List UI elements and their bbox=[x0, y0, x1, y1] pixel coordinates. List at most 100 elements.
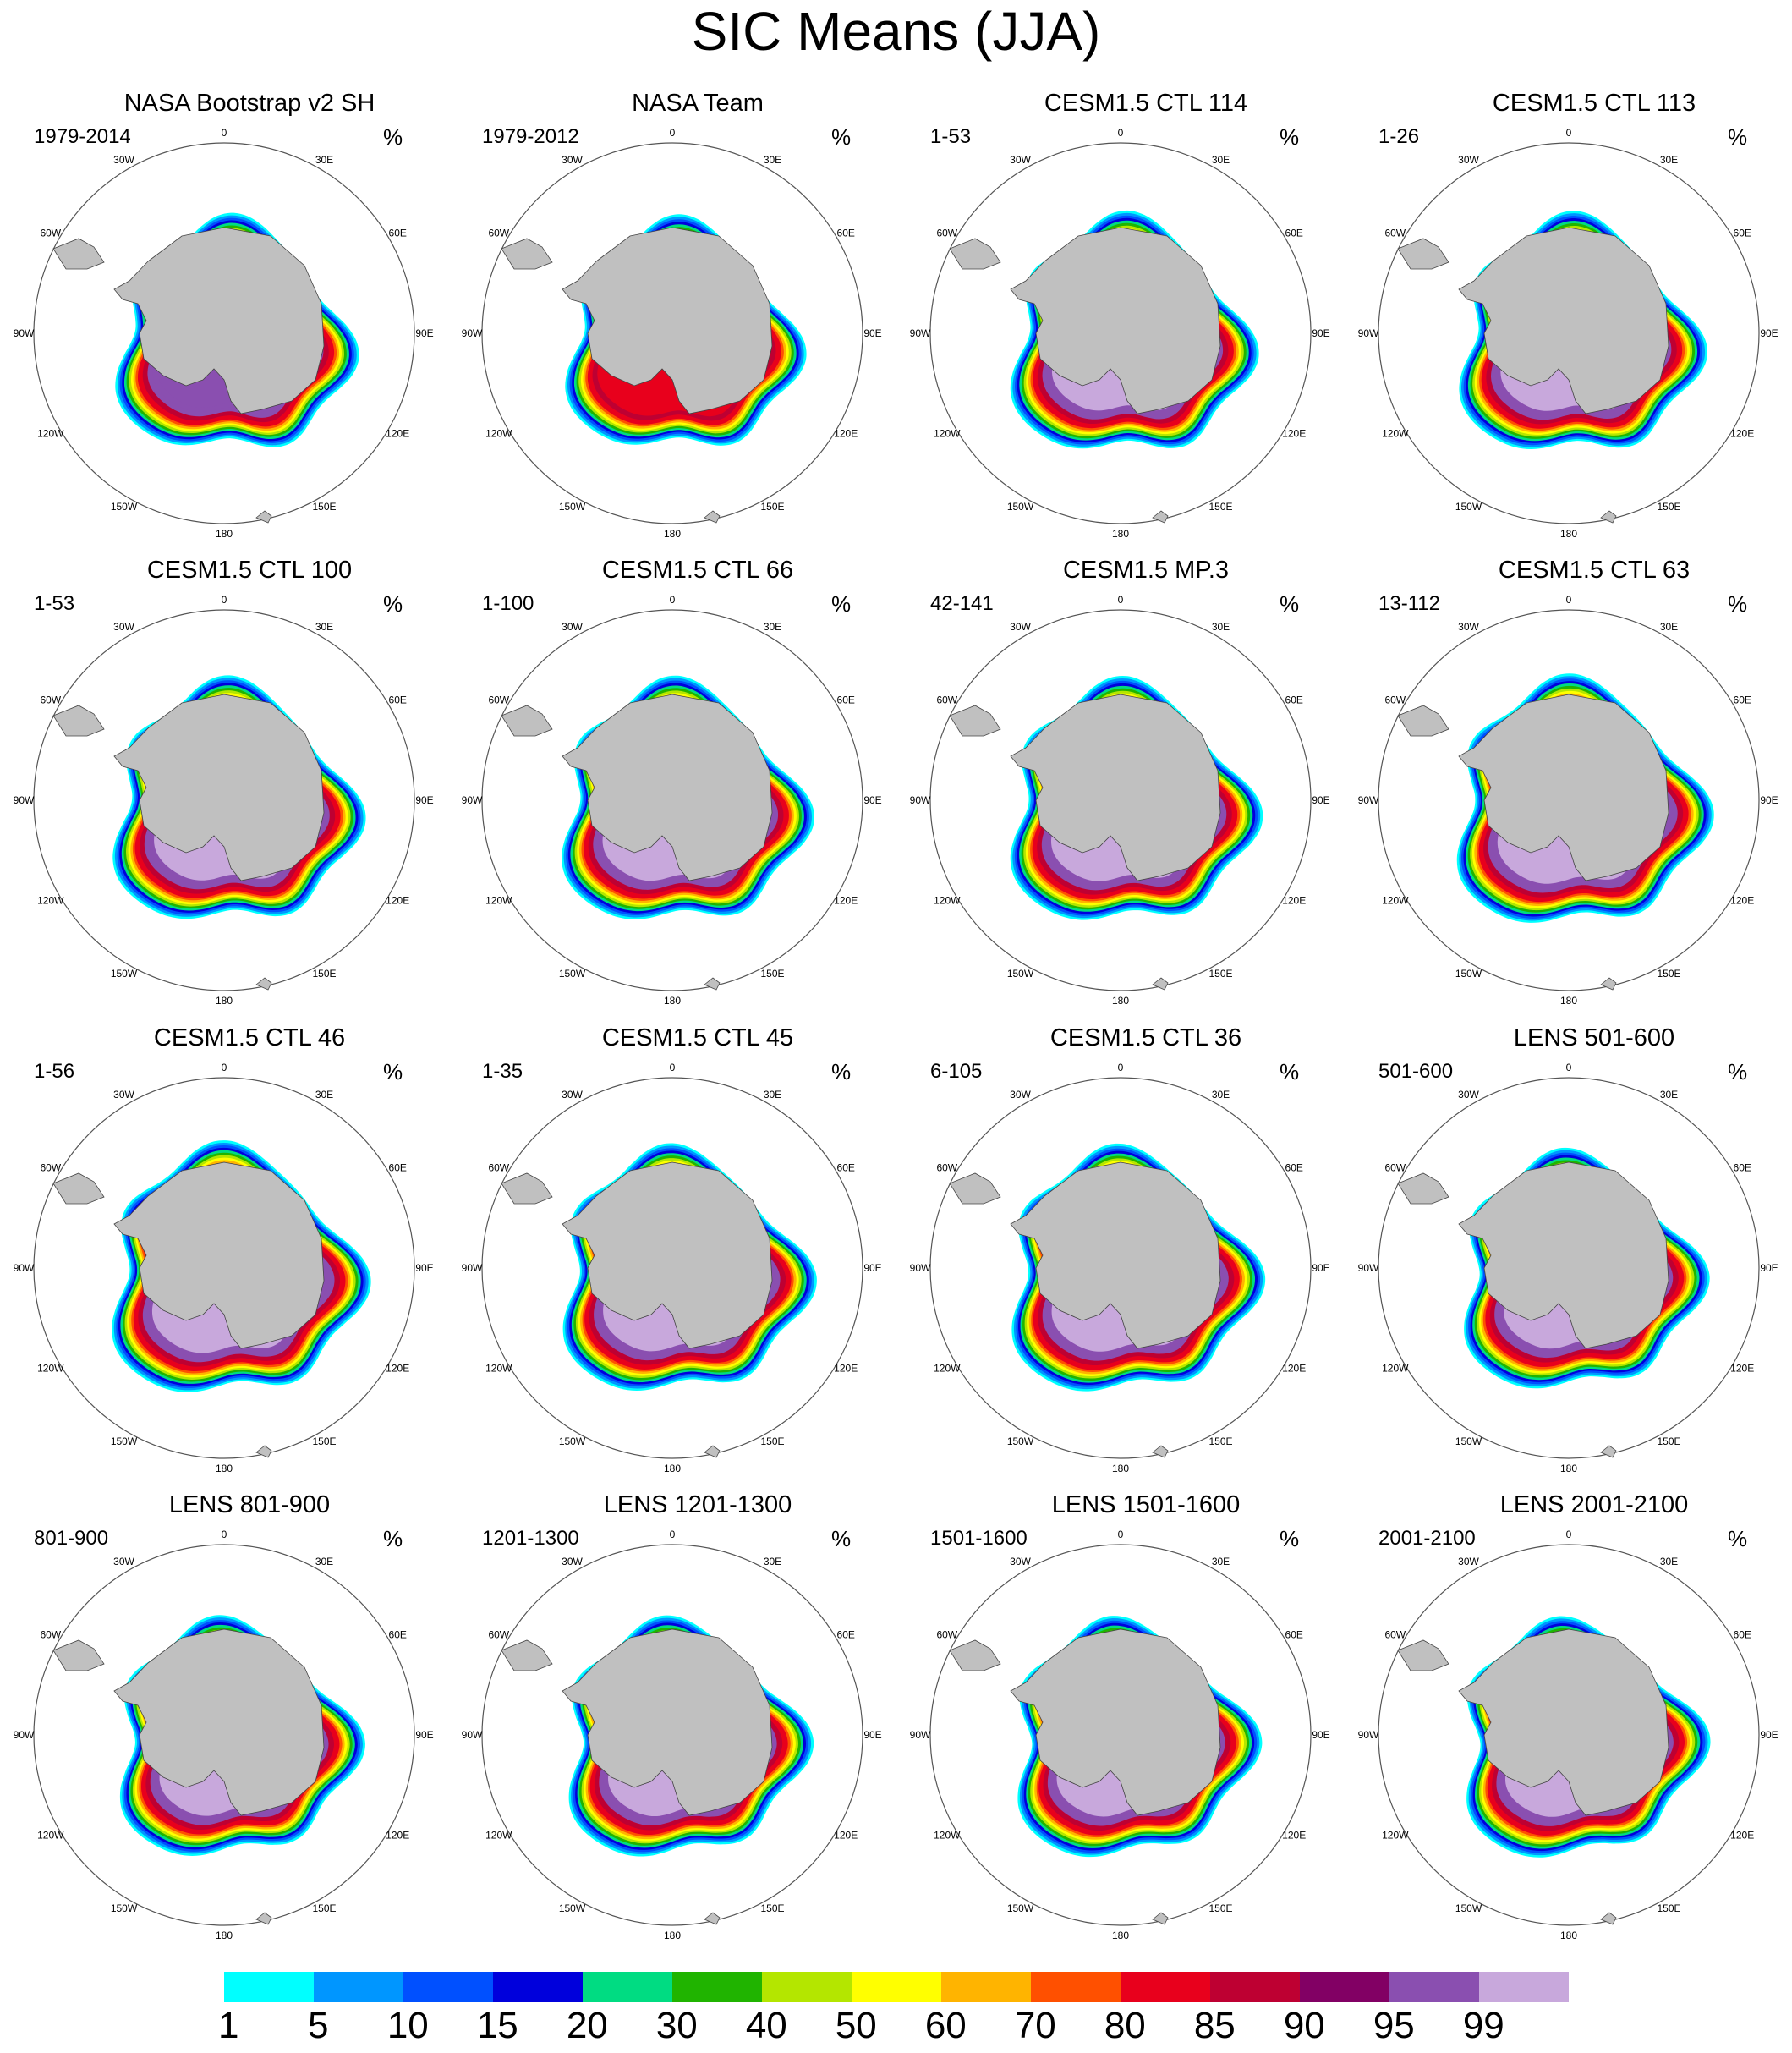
panel-units: % bbox=[831, 1526, 852, 1551]
longitude-label: 120E bbox=[386, 428, 409, 440]
south-america-land bbox=[1397, 705, 1449, 737]
longitude-label: 30E bbox=[764, 621, 781, 633]
antarctica-land bbox=[1010, 1628, 1221, 1816]
longitude-label: 30E bbox=[1212, 1556, 1230, 1567]
longitude-label: 30E bbox=[1212, 1089, 1230, 1101]
south-america-land bbox=[1397, 238, 1449, 270]
colorbar-swatch bbox=[224, 1972, 315, 2002]
polar-map: 0 30E 60E 90E 120E 150E 180 150W 120W 90W 60W 30W bbox=[14, 1529, 434, 1941]
panel-title: CESM1.5 CTL 36 bbox=[1049, 1024, 1242, 1051]
longitude-label: 120W bbox=[934, 1363, 961, 1375]
longitude-label: 120E bbox=[1282, 1830, 1306, 1842]
longitude-label: 60W bbox=[40, 228, 61, 239]
south-america-land bbox=[1397, 1172, 1449, 1205]
longitude-label: 150E bbox=[760, 1902, 784, 1914]
panel-title: LENS 1201-1300 bbox=[603, 1491, 792, 1518]
longitude-label: 60W bbox=[40, 1629, 61, 1641]
map-panel: CESM1.5 CTL 100 1-53% 0 30E 60E 90E 120E 150E 18… bbox=[14, 555, 474, 1023]
longitude-label: 60E bbox=[389, 228, 407, 239]
polar-map: 0 30E 60E 90E 120E 150E 180 150W 120W 90W 60W 30W bbox=[462, 594, 882, 1007]
longitude-label: 90E bbox=[415, 1729, 433, 1741]
longitude-label: 90W bbox=[910, 1729, 931, 1741]
longitude-label: 60W bbox=[936, 1629, 957, 1641]
longitude-label: 60E bbox=[1285, 694, 1303, 706]
longitude-label: 150E bbox=[312, 501, 336, 513]
panel-title: CESM1.5 CTL 46 bbox=[153, 1024, 346, 1051]
colorbar-swatch bbox=[314, 1972, 404, 2002]
panel-period: 1-35 bbox=[482, 1060, 523, 1083]
colorbar-tick-label: 85 bbox=[1193, 2005, 1236, 2046]
antarctica-land bbox=[562, 1628, 773, 1816]
panel-period: 1-53 bbox=[34, 592, 75, 615]
longitude-label: 60E bbox=[1734, 228, 1751, 239]
polar-map: 0 30E 60E 90E 120E 150E 180 150W 120W 90W 60W 30W bbox=[910, 594, 1330, 1007]
antarctica-land bbox=[113, 227, 325, 414]
longitude-label: 150E bbox=[1657, 1435, 1680, 1447]
longitude-label: 180 bbox=[1560, 995, 1577, 1007]
colorbar-tick-label: 5 bbox=[308, 2005, 329, 2046]
longitude-label: 30W bbox=[1458, 1556, 1479, 1567]
longitude-label: 0 bbox=[670, 1529, 676, 1540]
longitude-label: 0 bbox=[1566, 1529, 1572, 1540]
longitude-label: 180 bbox=[1560, 1929, 1577, 1941]
longitude-label: 120E bbox=[1282, 428, 1306, 440]
panel-units: % bbox=[831, 124, 852, 150]
longitude-label: 30E bbox=[1212, 154, 1230, 166]
new-zealand-land bbox=[704, 977, 721, 991]
longitude-label: 90W bbox=[462, 1262, 483, 1274]
longitude-label: 90W bbox=[462, 1729, 483, 1741]
longitude-label: 0 bbox=[222, 594, 227, 606]
colorbar-tick-label: 30 bbox=[655, 2005, 698, 2046]
panel-title: CESM1.5 MP.3 bbox=[1062, 557, 1230, 584]
longitude-label: 30E bbox=[1660, 1556, 1678, 1567]
longitude-label: 120W bbox=[485, 895, 512, 907]
longitude-label: 120E bbox=[834, 428, 858, 440]
longitude-label: 30E bbox=[315, 1089, 333, 1101]
longitude-label: 180 bbox=[216, 528, 233, 540]
longitude-label: 30W bbox=[562, 154, 583, 166]
panel-period: 501-600 bbox=[1378, 1060, 1454, 1083]
longitude-label: 120E bbox=[834, 895, 858, 907]
panel-period: 1-53 bbox=[930, 125, 972, 148]
longitude-label: 120W bbox=[934, 1830, 961, 1842]
new-zealand-land bbox=[255, 1445, 272, 1458]
panel-units: % bbox=[1280, 1059, 1300, 1084]
longitude-label: 90W bbox=[910, 794, 931, 806]
longitude-label: 60W bbox=[488, 228, 509, 239]
colorbar-swatch bbox=[672, 1972, 763, 2002]
longitude-label: 180 bbox=[664, 528, 681, 540]
longitude-label: 150W bbox=[1455, 501, 1482, 513]
longitude-label: 0 bbox=[222, 1062, 227, 1073]
polar-map: 0 30E 60E 90E 120E 150E 180 150W 120W 90W 60W 30W bbox=[1358, 1529, 1778, 1941]
antarctica-land bbox=[1010, 694, 1221, 881]
colorbar-swatch bbox=[493, 1972, 584, 2002]
south-america-land bbox=[52, 1639, 105, 1671]
antarctica-land bbox=[562, 694, 773, 881]
panel-units: % bbox=[383, 1059, 403, 1084]
longitude-label: 90E bbox=[1312, 327, 1329, 339]
antarctica-land bbox=[113, 1161, 325, 1349]
longitude-label: 0 bbox=[1566, 127, 1572, 139]
colorbar-swatch bbox=[1389, 1972, 1480, 2002]
antarctica-land bbox=[1458, 1161, 1669, 1349]
polar-map: 0 30E 60E 90E 120E 150E 180 150W 120W 90W 60W 30W bbox=[1358, 127, 1778, 540]
south-america-land bbox=[52, 705, 105, 737]
colorbar-tick-label: 20 bbox=[566, 2005, 608, 2046]
map-panel: LENS 801-900 801-900% 0 30E 60E 90E 120E 150E 18… bbox=[14, 1490, 474, 1957]
longitude-label: 60W bbox=[1384, 228, 1406, 239]
map-panel: CESM1.5 CTL 46 1-56% 0 30E 60E 90E 120E 150E 180… bbox=[14, 1023, 474, 1490]
panel-units: % bbox=[831, 591, 852, 617]
longitude-label: 150W bbox=[1007, 968, 1034, 980]
longitude-label: 120E bbox=[834, 1363, 858, 1375]
longitude-label: 60E bbox=[1734, 1629, 1751, 1641]
longitude-label: 120W bbox=[485, 1363, 512, 1375]
longitude-label: 30W bbox=[562, 1089, 583, 1101]
panel-title: NASA Bootstrap v2 SH bbox=[123, 90, 375, 117]
longitude-label: 150W bbox=[111, 1435, 138, 1447]
antarctica-land bbox=[1458, 694, 1669, 881]
longitude-label: 120W bbox=[1382, 428, 1409, 440]
map-panel: NASA Bootstrap v2 SH 1979-2014% 0 30E 60E 90E… bbox=[14, 88, 474, 556]
longitude-label: 150W bbox=[559, 1902, 586, 1914]
panel-period: 1979-2012 bbox=[482, 125, 579, 148]
longitude-label: 150E bbox=[1657, 1902, 1680, 1914]
